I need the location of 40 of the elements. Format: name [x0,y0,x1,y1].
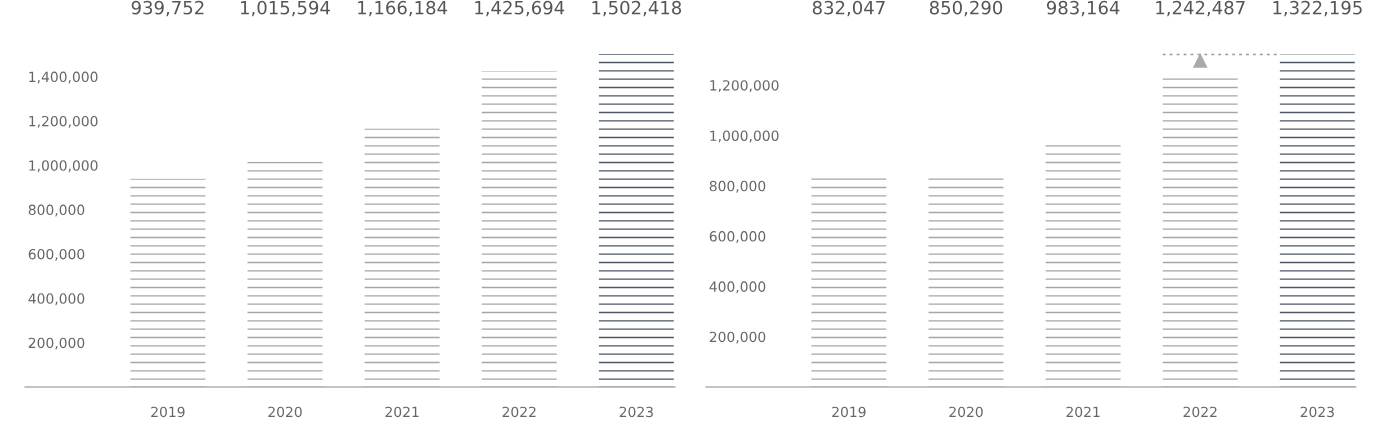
y-tick-label: 1,000,000 [710,130,779,143]
x-tick-label: 2022 [502,406,536,418]
bar [811,177,887,387]
bar [598,53,674,387]
data-label: 832,047 [812,0,885,17]
y-tick-label: 200,000 [709,331,766,344]
bar [247,161,323,387]
data-label: 1,242,487 [1156,0,1245,17]
y-tick-label: 200,000 [28,337,85,350]
y-tick-label: 400,000 [28,293,85,306]
y-tick-label: 1,000,000 [29,160,98,173]
x-tick-label: 2020 [949,406,983,418]
x-tick-label: 2022 [1183,406,1217,418]
x-tick-label: 2023 [1300,406,1334,418]
y-tick-label: 1,200,000 [29,115,98,128]
data-label: 1,425,694 [475,0,565,17]
x-tick-label: 2023 [619,406,653,418]
data-label: 1,322,195 [1273,0,1362,17]
y-tick-label: 1,200,000 [710,80,779,93]
x-tick-label: 2019 [151,406,185,418]
x-tick-label: 2021 [1066,406,1100,418]
bar [130,178,206,387]
bar [481,70,557,387]
y-tick-label: 800,000 [709,180,766,193]
y-tick-label: 800,000 [28,204,85,217]
bar [1279,54,1355,387]
x-tick-label: 2019 [832,406,866,418]
data-label: 850,290 [929,0,1003,17]
x-tick-label: 2020 [268,406,302,418]
data-label: 1,502,418 [592,0,682,17]
y-tick-label: 600,000 [709,231,766,243]
y-tick-label: 400,000 [709,281,766,294]
x-tick-label: 2021 [385,406,419,418]
y-tick-label: 1,400,000 [29,71,98,84]
data-label: 1,015,594 [241,0,330,17]
data-label: 983,164 [1046,0,1120,17]
y-tick-label: 600,000 [28,248,85,261]
data-label: 1,166,184 [358,0,448,17]
bar [364,128,440,387]
data-label: 939,752 [131,0,204,17]
